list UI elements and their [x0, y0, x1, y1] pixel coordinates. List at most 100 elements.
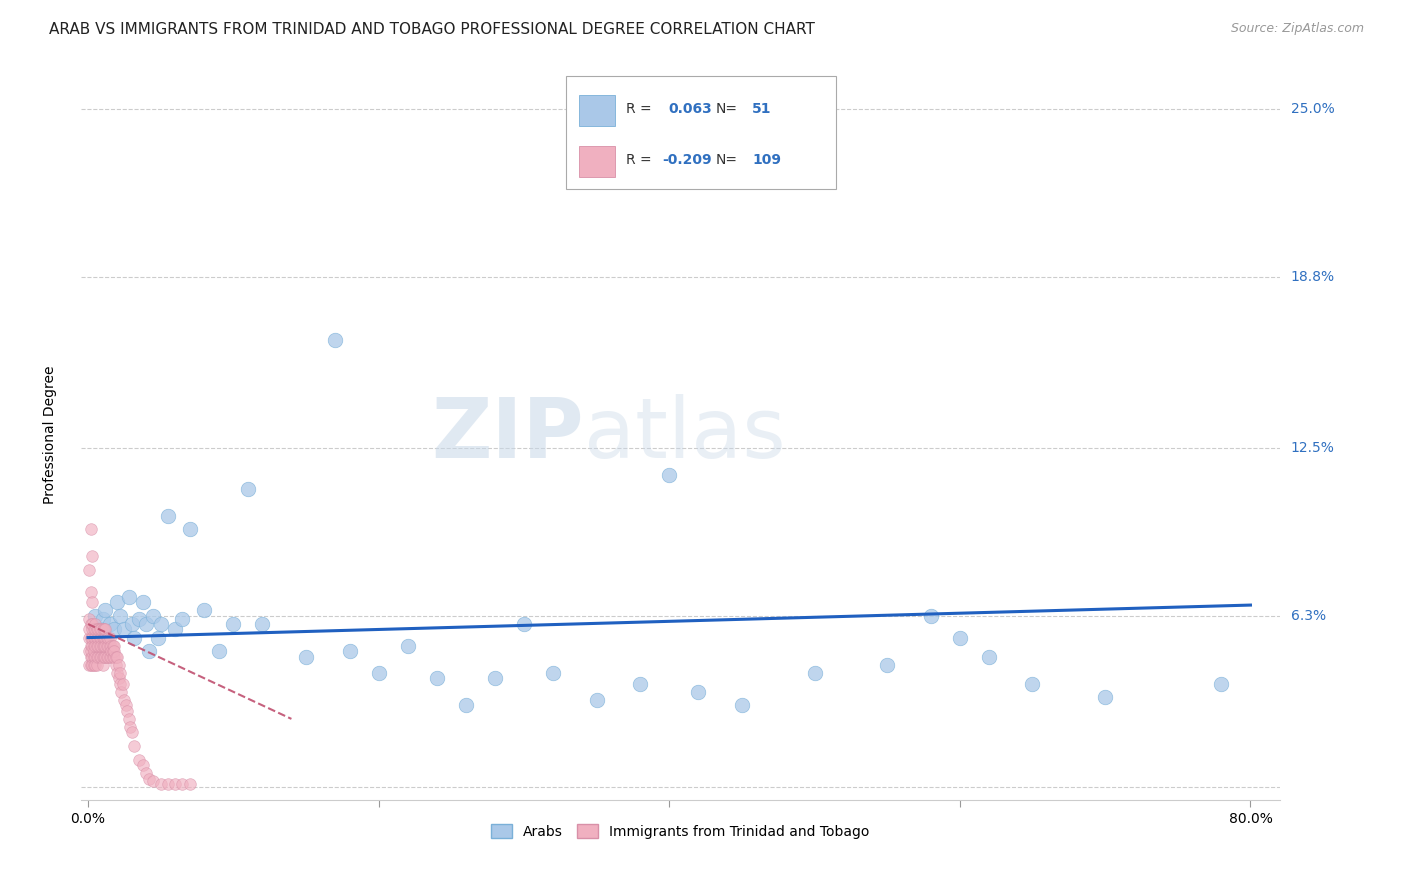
Point: [323, 333, 346, 347]
Point: [121, 617, 143, 632]
Point: [949, 631, 972, 645]
Point: [84, 617, 107, 632]
Point: [108, 665, 131, 680]
Point: [83, 639, 105, 653]
Point: [149, 617, 172, 632]
Point: [90, 623, 112, 637]
Point: [100, 649, 122, 664]
Point: [149, 777, 172, 791]
Point: [86, 649, 108, 664]
Point: [96, 639, 118, 653]
Point: [93, 639, 115, 653]
Point: [79, 657, 101, 672]
Point: [97, 649, 120, 664]
Point: [132, 758, 155, 772]
Text: -0.209: -0.209: [662, 153, 711, 167]
Point: [80, 649, 103, 664]
Point: [98, 617, 121, 632]
Point: [91, 623, 114, 637]
Point: [96, 649, 118, 664]
Text: 18.8%: 18.8%: [1291, 270, 1334, 285]
Point: [1021, 676, 1043, 690]
Point: [93, 623, 115, 637]
Text: N=: N=: [716, 153, 738, 167]
Point: [138, 644, 160, 658]
Point: [79, 563, 101, 577]
Point: [83, 649, 105, 664]
Point: [93, 649, 115, 664]
Point: [252, 617, 274, 632]
Point: [146, 631, 169, 645]
Point: [82, 631, 104, 645]
Point: [86, 657, 108, 672]
Point: [105, 649, 128, 664]
Point: [93, 631, 115, 645]
Point: [484, 671, 506, 685]
Point: [454, 698, 477, 713]
Point: [110, 685, 132, 699]
Point: [91, 649, 114, 664]
Point: [115, 704, 138, 718]
Point: [165, 623, 187, 637]
Point: [84, 608, 107, 623]
Point: [82, 595, 104, 609]
Point: [89, 649, 111, 664]
Point: [91, 657, 114, 672]
Point: [107, 657, 129, 672]
Point: [94, 639, 117, 653]
Point: [82, 623, 104, 637]
Point: [79, 612, 101, 626]
Point: [179, 522, 201, 536]
Point: [101, 639, 124, 653]
Point: [156, 508, 179, 523]
Point: [208, 644, 231, 658]
Point: [100, 639, 122, 653]
Point: [83, 631, 105, 645]
Point: [222, 617, 245, 632]
Text: R =: R =: [626, 153, 652, 167]
Point: [104, 649, 127, 664]
Point: [84, 631, 107, 645]
Point: [80, 522, 103, 536]
Point: [135, 617, 157, 632]
FancyBboxPatch shape: [579, 95, 616, 126]
Point: [103, 639, 125, 653]
Point: [94, 603, 117, 617]
Point: [89, 631, 111, 645]
Point: [128, 752, 150, 766]
Point: [103, 649, 125, 664]
Point: [236, 482, 259, 496]
Point: [80, 657, 103, 672]
Point: [98, 631, 121, 645]
Point: [628, 676, 651, 690]
Point: [124, 739, 146, 753]
Text: ARAB VS IMMIGRANTS FROM TRINIDAD AND TOBAGO PROFESSIONAL DEGREE CORRELATION CHAR: ARAB VS IMMIGRANTS FROM TRINIDAD AND TOB…: [49, 22, 815, 37]
Point: [80, 617, 103, 632]
Text: N=: N=: [716, 102, 738, 116]
Point: [83, 644, 105, 658]
Point: [396, 639, 419, 653]
Point: [103, 623, 125, 637]
Text: ZIP: ZIP: [432, 394, 585, 475]
Point: [120, 720, 142, 734]
Point: [142, 774, 165, 789]
Point: [112, 693, 135, 707]
Point: [179, 777, 201, 791]
Point: [541, 665, 564, 680]
Text: 12.5%: 12.5%: [1291, 441, 1334, 455]
Point: [585, 693, 607, 707]
Point: [90, 639, 112, 653]
Point: [87, 623, 110, 637]
Point: [91, 612, 114, 626]
Point: [91, 631, 114, 645]
Legend: Arabs, Immigrants from Trinidad and Tobago: Arabs, Immigrants from Trinidad and Toba…: [485, 819, 875, 845]
Point: [121, 725, 143, 739]
Point: [83, 623, 105, 637]
Point: [84, 657, 107, 672]
Point: [920, 608, 942, 623]
Text: 51: 51: [752, 102, 772, 116]
Point: [118, 590, 141, 604]
Text: 6.3%: 6.3%: [1291, 609, 1326, 623]
Point: [83, 657, 105, 672]
Point: [80, 584, 103, 599]
